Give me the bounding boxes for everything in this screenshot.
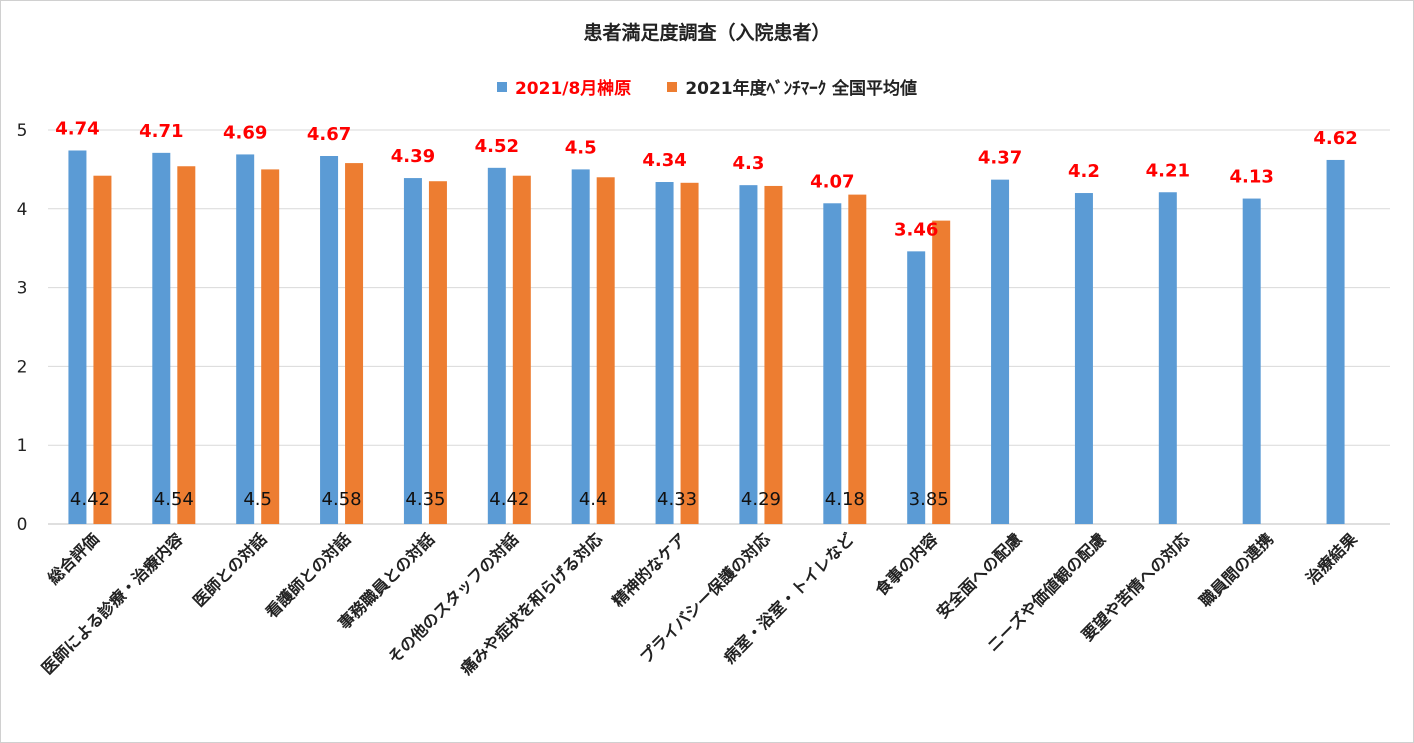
category-label-8: 精神的なケア [609, 529, 690, 610]
category-label-2: 医師による診療・治療内容 [38, 529, 187, 678]
bar-series1-10 [823, 203, 842, 524]
bar-series2-2 [177, 166, 196, 525]
bar-series1-3 [236, 154, 255, 525]
bar-series1-12 [991, 179, 1010, 525]
category-label-4: 看護師との対話 [261, 529, 354, 622]
bar-series1-11 [907, 251, 926, 525]
data-label-series1-4: 4.67 [307, 124, 351, 145]
data-label-series1-7: 4.5 [565, 137, 597, 158]
bar-series1-9 [739, 185, 758, 524]
data-label-series1-10: 4.07 [810, 171, 854, 192]
bar-series2-7 [596, 177, 615, 524]
category-label-11: 食事の内容 [871, 529, 942, 600]
y-tick-label-3: 3 [17, 279, 28, 299]
bar-series2-1 [93, 175, 112, 525]
data-label-series2-7: 4.4 [579, 489, 608, 510]
data-label-series2-5: 4.35 [405, 489, 445, 510]
category-label-12: 安全面への配慮 [933, 529, 1026, 622]
data-label-series1-8: 4.34 [642, 150, 686, 171]
bar-series1-5 [403, 178, 422, 524]
bar-series2-8 [680, 182, 699, 524]
data-label-series2-4: 4.58 [322, 489, 362, 510]
y-tick-label-4: 4 [17, 200, 28, 220]
legend-swatch-series-2 [667, 81, 678, 92]
category-label-3: 医師との対話 [189, 529, 270, 610]
data-label-series1-3: 4.69 [223, 122, 267, 143]
bar-series2-5 [428, 181, 447, 524]
data-label-series1-6: 4.52 [475, 136, 519, 157]
y-tick-label-5: 5 [17, 121, 28, 141]
data-label-series1-11: 3.46 [894, 219, 938, 240]
bar-series1-1 [68, 150, 87, 524]
data-label-series1-13: 4.2 [1068, 161, 1100, 182]
legend-swatch-series-1 [496, 81, 507, 92]
data-label-series1-9: 4.3 [732, 153, 764, 174]
bar-series2-6 [512, 175, 531, 525]
bar-series1-2 [152, 152, 171, 525]
legend-label-series-1: 2021/8月榊原 [514, 79, 632, 99]
bar-series2-4 [345, 163, 364, 524]
data-label-series1-2: 4.71 [139, 121, 183, 142]
data-label-series1-12: 4.37 [978, 148, 1022, 169]
data-label-series2-2: 4.54 [154, 489, 194, 510]
bar-series1-14 [1158, 192, 1177, 524]
bar-series2-11 [932, 220, 951, 524]
category-label-7: 痛みや症状を和らげる対応 [456, 529, 606, 679]
data-label-series1-5: 4.39 [391, 146, 435, 167]
bar-series2-9 [764, 185, 783, 524]
data-label-series2-6: 4.42 [489, 489, 529, 510]
bar-series1-6 [487, 167, 506, 524]
bar-series1-15 [1242, 198, 1261, 524]
legend-item-series-1: 2021/8月榊原 [496, 74, 632, 99]
category-label-1: 総合評価 [44, 529, 103, 588]
y-tick-label-0: 0 [17, 515, 28, 535]
data-label-series1-16: 4.62 [1313, 128, 1357, 149]
legend: 2021/8月榊原 2021年度ﾍﾞﾝﾁﾏｰｸ 全国平均値 [0, 74, 1414, 99]
data-label-series2-8: 4.33 [657, 489, 697, 510]
bar-series1-8 [655, 182, 674, 524]
bar-series1-16 [1326, 159, 1345, 524]
bar-series1-13 [1074, 193, 1093, 525]
data-label-series1-15: 4.13 [1229, 167, 1273, 188]
legend-item-series-2: 2021年度ﾍﾞﾝﾁﾏｰｸ 全国平均値 [667, 74, 917, 99]
data-label-series2-9: 4.29 [741, 489, 781, 510]
bar-series1-7 [571, 169, 590, 524]
legend-label-series-2: 2021年度ﾍﾞﾝﾁﾏｰｸ 全国平均値 [685, 79, 918, 99]
y-tick-label-1: 1 [17, 436, 28, 456]
data-label-series2-11: 3.85 [909, 489, 949, 510]
y-tick-label-2: 2 [17, 357, 28, 377]
category-label-16: 治療結果 [1302, 529, 1361, 588]
data-label-series2-1: 4.42 [70, 489, 110, 510]
data-label-series2-10: 4.18 [825, 489, 865, 510]
data-label-series2-3: 4.5 [243, 489, 272, 510]
bar-series1-4 [320, 156, 339, 524]
bar-series2-3 [261, 169, 280, 524]
data-label-series1-14: 4.21 [1146, 160, 1190, 181]
data-label-series1-1: 4.74 [55, 118, 99, 139]
chart-title: 患者満足度調査（入院患者） [583, 22, 831, 44]
bar-series2-10 [848, 194, 867, 524]
category-label-15: 職員間の連携 [1196, 529, 1277, 610]
